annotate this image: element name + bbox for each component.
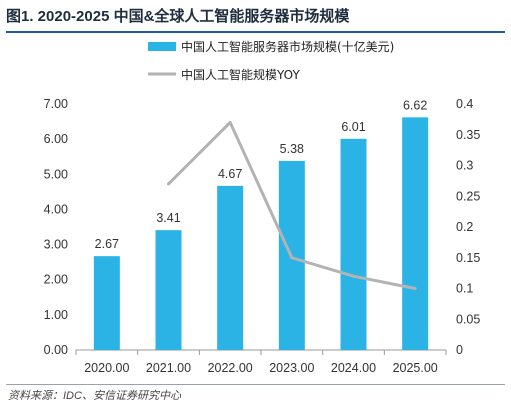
yoy-point [413, 287, 417, 290]
source-note: 资料来源：IDC、安信证券研究中心 [8, 390, 181, 402]
y-left-tick-label: 3.00 [44, 238, 68, 252]
data-labels: 2.67 3.41 4.67 5.38 6.01 6.62 [95, 98, 428, 251]
x-tick-label: 2023.00 [269, 361, 314, 375]
bar-value-label: 4.67 [218, 167, 242, 181]
bar [93, 256, 120, 350]
y-left-tick-label: 7.00 [44, 97, 68, 111]
y-right-tick-label: 0.3 [456, 159, 473, 173]
bar-value-label: 5.38 [280, 142, 304, 156]
x-tick-label: 2020.00 [84, 361, 129, 375]
y-right-tick-label: 0 [456, 343, 463, 357]
y-left-tick-label: 1.00 [44, 308, 68, 322]
bar [402, 117, 429, 351]
y-right-tick-label: 0.1 [456, 282, 473, 296]
chart-title: 图1. 2020-2025 中国&全球人工智能服务器市场规模 [6, 8, 350, 25]
bar-value-label: 2.67 [95, 237, 119, 251]
bar-value-label: 6.62 [403, 98, 427, 112]
y-right-tick-label: 0.25 [456, 189, 480, 203]
y-right-tick-label: 0.05 [456, 312, 480, 326]
legend: 中国人工智能服务器市场规模(十亿美元) 中国人工智能规模YOY [148, 39, 394, 82]
bar-value-label: 6.01 [341, 120, 365, 134]
y-left-tick-label: 0.00 [44, 343, 68, 357]
y-right-tick-label: 0.4 [456, 97, 473, 111]
legend-line-label: 中国人工智能规模YOY [181, 67, 300, 82]
y-right-tick-label: 0.35 [456, 128, 480, 142]
yoy-line-series [167, 120, 417, 290]
x-tick-label: 2021.00 [146, 361, 191, 375]
source-rule [6, 384, 505, 385]
yoy-point [167, 182, 170, 186]
bar [340, 138, 367, 350]
y-right-tick-label: 0.2 [456, 220, 473, 234]
y-left-tick-label: 4.00 [44, 202, 68, 216]
y-left-tick-label: 2.00 [44, 273, 68, 287]
y-left-tick-label: 6.00 [44, 132, 68, 146]
axes: 0.00 1.00 2.00 3.00 4.00 5.00 6.00 7.00 0 0.05 0.1… [44, 97, 481, 375]
legend-bar-swatch [148, 42, 176, 51]
bar-value-label: 3.41 [156, 211, 180, 225]
x-tick-label: 2022.00 [208, 361, 253, 375]
x-tick-label: 2025.00 [393, 361, 438, 375]
bar-series [93, 117, 429, 351]
bar [217, 185, 244, 350]
y-right-tick-label: 0.15 [456, 251, 480, 265]
yoy-point [290, 256, 294, 260]
yoy-point [228, 120, 232, 124]
title-rule [6, 31, 505, 33]
x-tick-label: 2024.00 [331, 361, 376, 375]
yoy-point [352, 274, 355, 278]
legend-bar-label: 中国人工智能服务器市场规模(十亿美元) [181, 39, 394, 54]
bar [155, 230, 182, 350]
y-left-tick-label: 5.00 [44, 167, 68, 181]
